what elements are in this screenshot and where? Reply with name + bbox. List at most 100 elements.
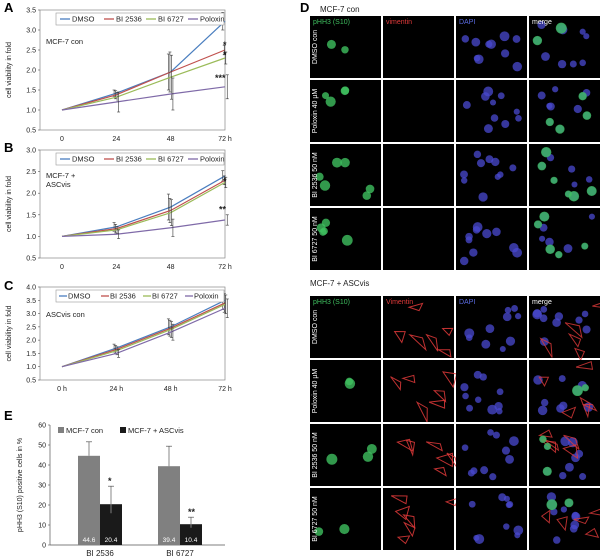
legend-label: MCF-7 + ASCvis	[128, 426, 184, 435]
phh3-positive-cell	[539, 211, 550, 222]
row-label: DMSO con	[312, 310, 319, 344]
dapi-nucleus	[472, 222, 483, 232]
plot-frame	[39, 286, 226, 381]
dapi-nucleus	[513, 108, 520, 115]
vimentin-fiber	[432, 390, 447, 403]
dapi-nucleus	[539, 235, 546, 242]
micrograph-tile	[456, 144, 527, 206]
legend-label: BI 6727	[158, 155, 184, 164]
tile-background	[383, 296, 454, 358]
vimentin-fiber	[428, 399, 446, 409]
dapi-nucleus	[509, 436, 519, 446]
phh3-positive-cell	[545, 117, 554, 127]
x-tick-label: 24	[112, 264, 120, 271]
vimentin-fiber	[542, 438, 560, 452]
dapi-nucleus	[461, 177, 468, 184]
dapi-nucleus	[501, 119, 510, 128]
phh3-positive-cell	[326, 453, 338, 465]
series-line-poloxin	[61, 219, 226, 237]
dapi-nucleus	[571, 181, 578, 188]
dapi-nucleus	[541, 52, 550, 61]
dapi-nucleus	[568, 165, 576, 173]
y-tick-label: 2.0	[26, 191, 36, 198]
dapi-nucleus	[466, 404, 474, 412]
dapi-nucleus	[462, 101, 471, 109]
phh3-positive-cell	[315, 172, 324, 181]
micrograph-tile: merge	[529, 296, 600, 362]
vimentin-fiber	[396, 438, 414, 453]
row-label: BI 2536 50 nM	[312, 432, 319, 478]
x-tick-label: 48 h	[164, 386, 178, 393]
tile-background	[383, 144, 454, 206]
bar	[180, 524, 202, 545]
dapi-nucleus	[491, 157, 500, 167]
dapi-nucleus	[492, 431, 500, 439]
micrograph-tile: Vimentin	[383, 296, 454, 358]
dapi-nucleus	[462, 392, 469, 400]
column-label: DAPI	[459, 299, 475, 306]
phh3-positive-cell	[578, 92, 587, 101]
vimentin-fiber	[567, 332, 582, 348]
x-tick-label: 48	[167, 136, 175, 143]
dapi-nucleus	[481, 92, 490, 101]
phh3-positive-cell	[555, 22, 567, 34]
phh3-positive-cell	[362, 451, 374, 462]
micrograph-tile	[383, 360, 458, 423]
tile-background	[529, 144, 600, 206]
vimentin-fiber	[562, 444, 579, 460]
dapi-nucleus	[559, 471, 567, 480]
series-line-poloxin	[61, 307, 226, 368]
y-tick-label: 50	[38, 443, 46, 450]
vimentin-fiber	[563, 434, 580, 450]
vimentin-fiber	[560, 406, 577, 419]
dapi-nucleus	[514, 313, 522, 320]
tile-background	[383, 424, 454, 486]
row-label: BI 6727 50 nM	[312, 216, 319, 262]
tile-background	[310, 296, 381, 358]
bar-value-label: 20.4	[105, 537, 118, 544]
dapi-nucleus	[461, 444, 469, 451]
phh3-positive-cell	[564, 498, 574, 508]
dapi-nucleus	[575, 316, 583, 324]
x-tick-label: 72 h	[218, 264, 232, 271]
dapi-nucleus	[512, 61, 522, 72]
y-axis-label: cell viability in fold	[6, 176, 13, 232]
dapi-nucleus	[581, 310, 589, 318]
vimentin-fiber	[401, 374, 416, 384]
bar	[100, 504, 122, 545]
dapi-nucleus	[468, 500, 476, 508]
dapi-nucleus	[476, 159, 486, 168]
legend-label: BI 2536	[110, 292, 136, 301]
row-label: Poloxin 40 µM	[312, 369, 319, 414]
dapi-nucleus	[560, 506, 568, 513]
x-tick-label: 48	[167, 264, 175, 271]
series-line-poloxin	[61, 86, 226, 111]
series-line-dmso	[61, 299, 226, 368]
y-tick-label: 3.0	[26, 311, 36, 318]
x-tick-label: 24 h	[110, 386, 124, 393]
significance-marker: *	[108, 476, 112, 486]
micrograph-tile	[529, 424, 600, 486]
micrograph-tile: Poloxin 40 µM	[310, 80, 381, 142]
dapi-nucleus	[585, 176, 593, 183]
phh3-positive-cell	[581, 384, 589, 392]
tile-background	[383, 80, 454, 142]
micrograph-tile	[456, 424, 527, 486]
microscopy-panel: D MCF-7 con MCF-7 + ASCvis DMSO con pHH3 (S1…	[300, 0, 600, 550]
phh3-positive-cell	[581, 242, 589, 250]
tile-background	[383, 488, 454, 550]
micrograph-tile: merge	[529, 16, 600, 78]
vimentin-fiber	[564, 322, 583, 339]
dapi-nucleus	[579, 473, 587, 481]
tile-background	[310, 360, 381, 422]
micrograph-tile	[456, 208, 527, 270]
legend-box	[55, 12, 225, 26]
dapi-nucleus	[474, 54, 484, 64]
dapi-nucleus	[490, 114, 499, 122]
row-label: BI 6727 50 nM	[312, 496, 319, 542]
micrograph-tile	[383, 144, 454, 206]
dapi-nucleus	[512, 35, 521, 43]
legend-swatch	[58, 427, 64, 433]
bar-value-label: 39.4	[163, 537, 176, 544]
dapi-nucleus	[588, 213, 595, 220]
